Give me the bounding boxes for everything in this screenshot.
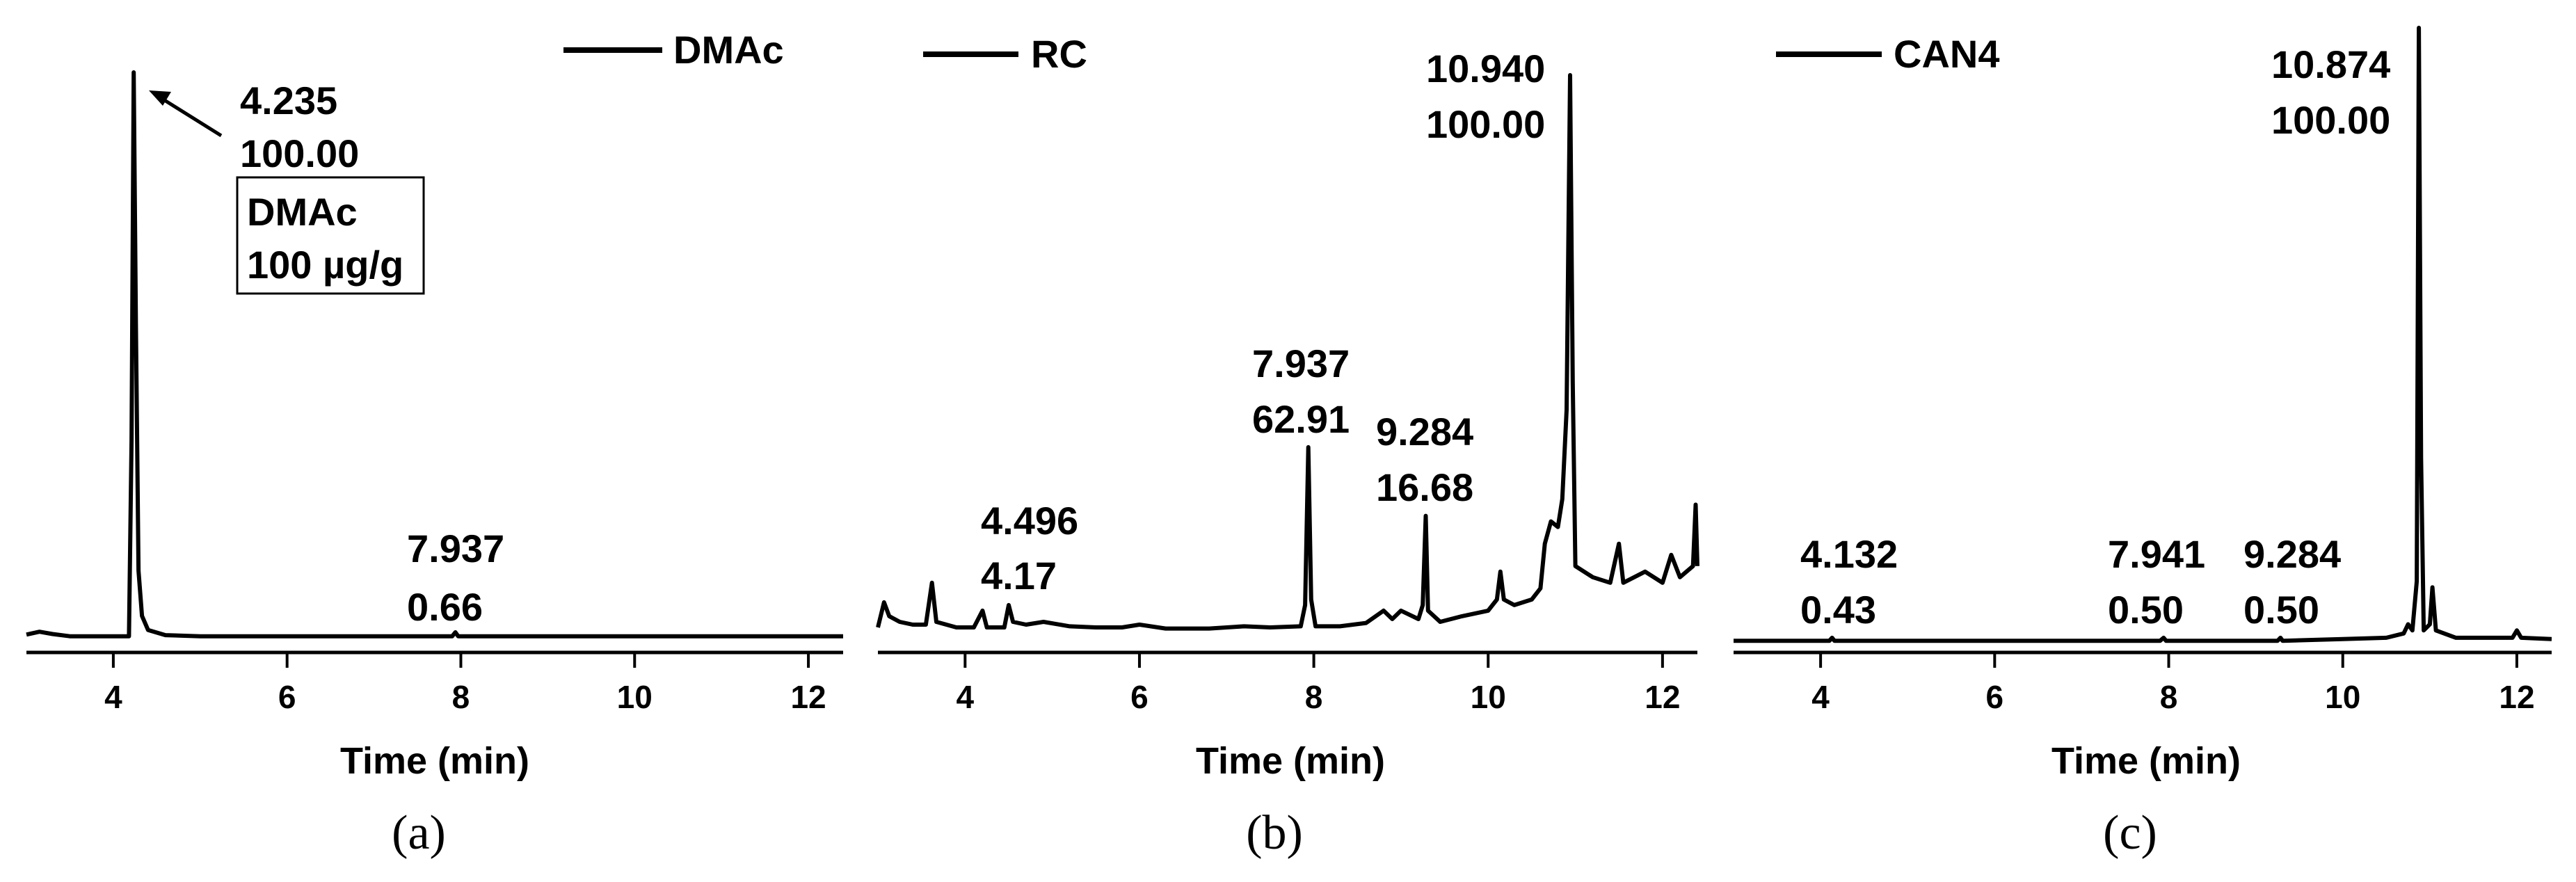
panel-a-box-line2: 100 µg/g — [247, 243, 403, 287]
panel-c-trace-can4 — [1734, 26, 2552, 643]
panel-c-peak-4132-time: 4.132 — [1800, 532, 1898, 576]
panel-a-dmac-chromatogram: 4 6 8 10 12 DMAc 4.235 100.00 DMAc 100 µg/g … — [26, 28, 843, 860]
panel-b-legend-label: RC — [1031, 32, 1087, 76]
panel-b-peak-9284-area: 16.68 — [1376, 465, 1473, 509]
panel-b-x-axis-title: Time (min) — [1196, 740, 1385, 782]
x-tick-label: 4 — [104, 679, 122, 715]
x-tick-label: 8 — [2160, 679, 2178, 715]
panel-a-peak2-area: 0.66 — [407, 585, 483, 629]
panel-c-can4-chromatogram: 4 6 8 10 12 CAN4 4.132 0.43 7.941 0.50 9.284… — [1734, 26, 2552, 860]
panel-c-peak-9284-time: 9.284 — [2243, 532, 2341, 576]
panel-c-peak-10874-area: 100.00 — [2271, 98, 2390, 142]
panel-c-peak-10874-time: 10.874 — [2271, 42, 2390, 86]
panel-c-legend-label: CAN4 — [1894, 32, 1999, 76]
panel-a-label: (a) — [392, 806, 446, 860]
panel-b-trace-rc — [876, 73, 1699, 631]
panel-a-peak2-time: 7.937 — [407, 527, 504, 570]
x-tick-label: 8 — [1305, 679, 1323, 715]
panel-c-x-axis-title: Time (min) — [2051, 740, 2241, 782]
panel-a-annotation-box — [236, 176, 425, 295]
panel-c-peak-9284-area: 0.50 — [2243, 588, 2319, 632]
x-tick-label: 12 — [1645, 679, 1680, 715]
panel-b-peak-4496-area: 4.17 — [981, 554, 1057, 598]
panel-b-legend: RC — [923, 32, 1087, 76]
panel-a-annotation-arrow-line — [159, 95, 223, 138]
panel-c-peak-4132-area: 0.43 — [1800, 588, 1876, 632]
x-tick-label: 12 — [2499, 679, 2534, 715]
x-tick-label: 12 — [790, 679, 826, 715]
panel-b-peak-10940-time: 10.940 — [1426, 47, 1545, 90]
panel-a-box-line1: DMAc — [247, 190, 358, 234]
panel-a-legend: DMAc — [563, 28, 784, 72]
x-tick-label: 6 — [278, 679, 296, 715]
panel-a-peak1-area: 100.00 — [240, 131, 359, 175]
panel-b-x-ticks: 4 6 8 10 12 — [957, 652, 1680, 715]
x-tick-label: 4 — [957, 679, 975, 715]
panel-a-x-ticks: 4 6 8 10 12 — [104, 652, 826, 715]
panel-c-legend: CAN4 — [1776, 32, 1999, 76]
x-tick-label: 6 — [1130, 679, 1149, 715]
panel-b-peak-9284-time: 9.284 — [1376, 410, 1473, 454]
x-tick-label: 10 — [617, 679, 653, 715]
x-tick-label: 10 — [2325, 679, 2360, 715]
panel-b-rc-chromatogram: 4 6 8 10 12 RC 4.496 4.17 7.937 62.91 9.284 … — [876, 32, 1699, 860]
x-tick-label: 6 — [1986, 679, 2004, 715]
panel-b-peak-7937-area: 62.91 — [1252, 397, 1350, 441]
x-tick-label: 8 — [452, 679, 470, 715]
panel-b-label: (b) — [1246, 806, 1303, 860]
panel-c-peak-7941-area: 0.50 — [2108, 588, 2184, 632]
panel-a-peak1-time: 4.235 — [240, 79, 337, 122]
panel-b-peak-7937-time: 7.937 — [1252, 342, 1350, 385]
panel-c-x-ticks: 4 6 8 10 12 — [1811, 652, 2535, 715]
panel-c-peak-7941-time: 7.941 — [2108, 532, 2205, 576]
panel-a-trace-dmac — [26, 70, 843, 639]
panel-a-legend-label: DMAc — [673, 28, 784, 72]
panel-a-annotation-arrowhead — [149, 90, 171, 106]
panel-b-peak-4496-time: 4.496 — [981, 499, 1078, 543]
panel-c-label: (c) — [2103, 806, 2157, 860]
x-tick-label: 4 — [1811, 679, 1830, 715]
panel-b-peak-10940-area: 100.00 — [1426, 102, 1545, 146]
panel-a-x-axis-title: Time (min) — [340, 740, 529, 782]
x-tick-label: 10 — [1471, 679, 1506, 715]
